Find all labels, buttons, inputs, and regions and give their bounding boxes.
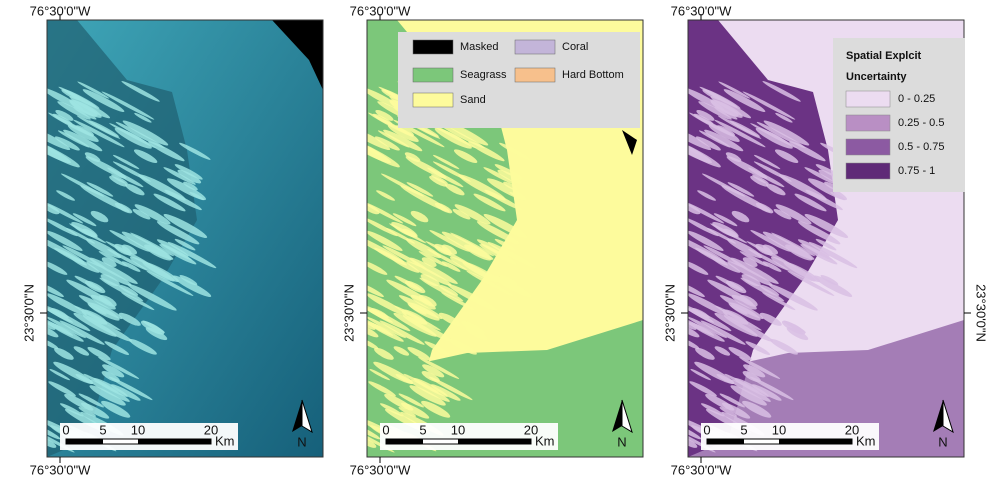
legend-label: 0.75 - 1 bbox=[898, 165, 935, 177]
scale-bar bbox=[779, 439, 852, 444]
legend-swatch bbox=[413, 40, 453, 54]
longitude-label: 76°30'0"W bbox=[671, 3, 732, 18]
scale-bar-label: 0 bbox=[382, 422, 389, 437]
north-label: N bbox=[617, 434, 626, 449]
scale-bar-label: 0 bbox=[62, 422, 69, 437]
legend-label: 0 - 0.25 bbox=[898, 93, 935, 105]
legend-swatch bbox=[515, 68, 555, 82]
legend-label: Seagrass bbox=[460, 69, 507, 81]
figure: 76°30'0"W76°30'0"W23°30'0"N051020KmN76°3… bbox=[0, 0, 986, 482]
scale-bar-unit: Km bbox=[856, 433, 876, 448]
legend-label: Coral bbox=[562, 41, 588, 53]
legend-swatch bbox=[515, 40, 555, 54]
legend-label: Hard Bottom bbox=[562, 69, 624, 81]
scale-bar-unit: Km bbox=[535, 433, 555, 448]
longitude-label: 76°30'0"W bbox=[30, 3, 91, 18]
north-label: N bbox=[297, 434, 306, 449]
legend-label: Sand bbox=[460, 94, 486, 106]
scale-bar-label: 5 bbox=[419, 422, 426, 437]
north-label: N bbox=[938, 434, 947, 449]
legend-swatch bbox=[846, 139, 890, 155]
longitude-label: 76°30'0"W bbox=[350, 3, 411, 18]
scale-bar-label: 10 bbox=[772, 422, 786, 437]
map-image bbox=[22, 20, 323, 457]
longitude-label: 76°30'0"W bbox=[350, 462, 411, 477]
legend-title: Spatial Explcit bbox=[846, 50, 922, 62]
scale-bar-label: 5 bbox=[740, 422, 747, 437]
legend-swatch bbox=[413, 93, 453, 107]
scale-bar bbox=[458, 439, 531, 444]
scale-bar bbox=[386, 439, 423, 444]
scale-bar-label: 10 bbox=[451, 422, 465, 437]
scale-bar bbox=[66, 439, 103, 444]
legend-label: 0.25 - 0.5 bbox=[898, 117, 944, 129]
legend-title: Uncertainty bbox=[846, 71, 907, 83]
longitude-label: 76°30'0"W bbox=[30, 462, 91, 477]
scale-bar bbox=[138, 439, 211, 444]
legend-swatch bbox=[846, 91, 890, 107]
latitude-label: 23°30'0"N bbox=[974, 284, 986, 342]
scale-bar-label: 10 bbox=[131, 422, 145, 437]
scale-bar-label: 5 bbox=[99, 422, 106, 437]
legend-swatch bbox=[413, 68, 453, 82]
latitude-label: 23°30'0"N bbox=[21, 284, 36, 342]
latitude-label: 23°30'0"N bbox=[662, 284, 677, 342]
scale-bar-unit: Km bbox=[215, 433, 235, 448]
legend-label: 0.5 - 0.75 bbox=[898, 141, 944, 153]
legend-swatch bbox=[846, 163, 890, 179]
legend-swatch bbox=[846, 115, 890, 131]
latitude-label: 23°30'0"N bbox=[341, 284, 356, 342]
scale-bar bbox=[707, 439, 744, 444]
scale-bar-label: 0 bbox=[703, 422, 710, 437]
legend-label: Masked bbox=[460, 41, 499, 53]
longitude-label: 76°30'0"W bbox=[671, 462, 732, 477]
